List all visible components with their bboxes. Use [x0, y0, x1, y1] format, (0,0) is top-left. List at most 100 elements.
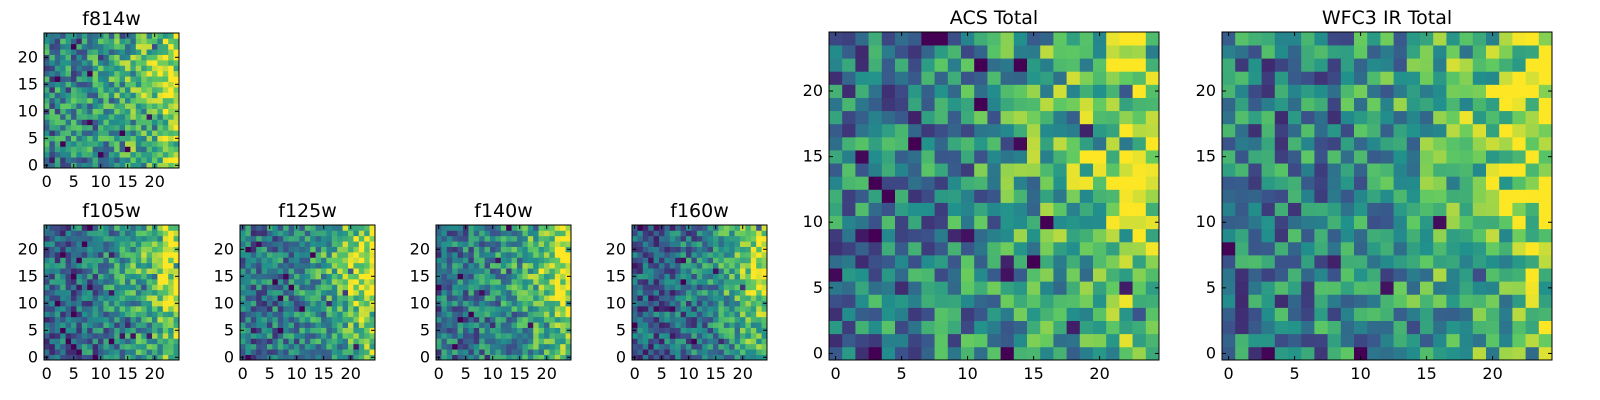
- heatmap-cell: [468, 327, 475, 334]
- heatmap-cell: [500, 230, 507, 237]
- heatmap-cell: [691, 284, 698, 291]
- heatmap-cell: [1132, 202, 1147, 217]
- heatmap-cell: [152, 295, 158, 301]
- heatmap-cell: [495, 327, 502, 334]
- heatmap-cell: [908, 189, 922, 203]
- heatmap-cell: [713, 230, 719, 237]
- heatmap-cell: [1053, 320, 1067, 335]
- heatmap-cell: [961, 97, 975, 112]
- heatmap-cell: [65, 322, 72, 328]
- heatmap-cell: [560, 284, 566, 291]
- heatmap-cell: [441, 354, 448, 361]
- heatmap-cell: [87, 76, 93, 82]
- heatmap-cell: [1000, 320, 1015, 335]
- heatmap-cell: [103, 343, 110, 350]
- heatmap-cell: [108, 284, 115, 291]
- heatmap-cell: [114, 338, 120, 345]
- heatmap-cell: [947, 71, 962, 85]
- heatmap-cell: [1261, 136, 1276, 151]
- heatmap-cell: [299, 284, 306, 291]
- heatmap-cell: [1093, 163, 1107, 177]
- heatmap-cell: [152, 114, 158, 120]
- heatmap-cell: [756, 316, 762, 323]
- heatmap-cell: [648, 241, 654, 247]
- heatmap-cell: [473, 246, 480, 253]
- heatmap-cell: [648, 343, 654, 350]
- heatmap-cell: [98, 306, 104, 312]
- heatmap-cell: [272, 262, 279, 269]
- heatmap-cell: [54, 92, 61, 99]
- heatmap-cell: [119, 311, 126, 318]
- heatmap-cell: [723, 289, 730, 296]
- heatmap-cell: [1000, 307, 1015, 321]
- heatmap-cell: [108, 108, 115, 115]
- heatmap-cell: [934, 281, 949, 295]
- heatmap-cell: [1288, 281, 1302, 295]
- heatmap-cell: [1145, 255, 1160, 269]
- heatmap-cell: [1261, 32, 1276, 46]
- heatmap-cell: [98, 151, 104, 158]
- heatmap-cell: [92, 289, 99, 296]
- heatmap-cell: [729, 343, 735, 350]
- heatmap-cell: [1261, 123, 1276, 138]
- heatmap-cell: [1274, 202, 1289, 217]
- heatmap-cell: [921, 255, 935, 269]
- heatmap-cell: [250, 257, 257, 264]
- heatmap-cell: [81, 97, 88, 104]
- heatmap-cell: [484, 295, 491, 301]
- heatmap-cell: [1314, 228, 1328, 243]
- heatmap-cell: [157, 124, 164, 131]
- heatmap-cell: [353, 343, 360, 350]
- heatmap-cell: [554, 300, 561, 307]
- heatmap-cell: [146, 279, 153, 285]
- heatmap-cell: [707, 333, 714, 339]
- heatmap-cell: [103, 33, 110, 39]
- heatmap-cell: [1235, 307, 1249, 321]
- heatmap-cell: [974, 241, 988, 256]
- heatmap-cell: [686, 257, 692, 264]
- heatmap-cell: [441, 230, 448, 237]
- heatmap-cell: [152, 135, 158, 142]
- heatmap-cell: [108, 279, 115, 285]
- heatmap-cell: [750, 235, 757, 242]
- heatmap-cell: [1420, 333, 1434, 348]
- heatmap-cell: [1327, 110, 1342, 125]
- heatmap-cell: [1420, 136, 1434, 151]
- heatmap-cell: [544, 327, 550, 334]
- heatmap-cell: [544, 311, 550, 318]
- heatmap-cell: [506, 246, 512, 253]
- heatmap-cell: [162, 316, 169, 323]
- heatmap-cell: [337, 349, 343, 355]
- heatmap-cell: [1499, 163, 1513, 177]
- heatmap-cell: [750, 262, 757, 269]
- heatmap-cell: [1393, 150, 1408, 164]
- heatmap-cell: [549, 306, 556, 312]
- heatmap-cell: [98, 338, 104, 345]
- heatmap-cell: [734, 235, 741, 242]
- heatmap-cell: [1053, 32, 1067, 46]
- heatmap-cell: [1301, 136, 1315, 151]
- heatmap-cell: [506, 322, 512, 328]
- heatmap-cell: [642, 338, 649, 345]
- y-tick-label: 10: [214, 293, 234, 312]
- heatmap-cell: [92, 241, 99, 247]
- heatmap-cell: [1340, 32, 1355, 46]
- heatmap-cell: [92, 257, 99, 264]
- heatmap-cell: [353, 230, 360, 237]
- heatmap-cell: [353, 268, 360, 274]
- heatmap-cell: [446, 279, 453, 285]
- heatmap-cell: [135, 43, 142, 50]
- heatmap-cell: [1106, 346, 1120, 361]
- heatmap-cell: [740, 268, 746, 274]
- heatmap-cell: [71, 295, 77, 301]
- heatmap-cell: [250, 252, 257, 258]
- heatmap-cell: [527, 279, 534, 285]
- heatmap-cell: [81, 284, 88, 291]
- heatmap-cell: [452, 300, 458, 307]
- heatmap-cell: [108, 65, 115, 72]
- heatmap-cell: [60, 241, 66, 247]
- heatmap-cell: [441, 316, 448, 323]
- heatmap-cell: [1027, 150, 1041, 164]
- heatmap-cell: [326, 257, 333, 264]
- heatmap-cell: [868, 228, 883, 243]
